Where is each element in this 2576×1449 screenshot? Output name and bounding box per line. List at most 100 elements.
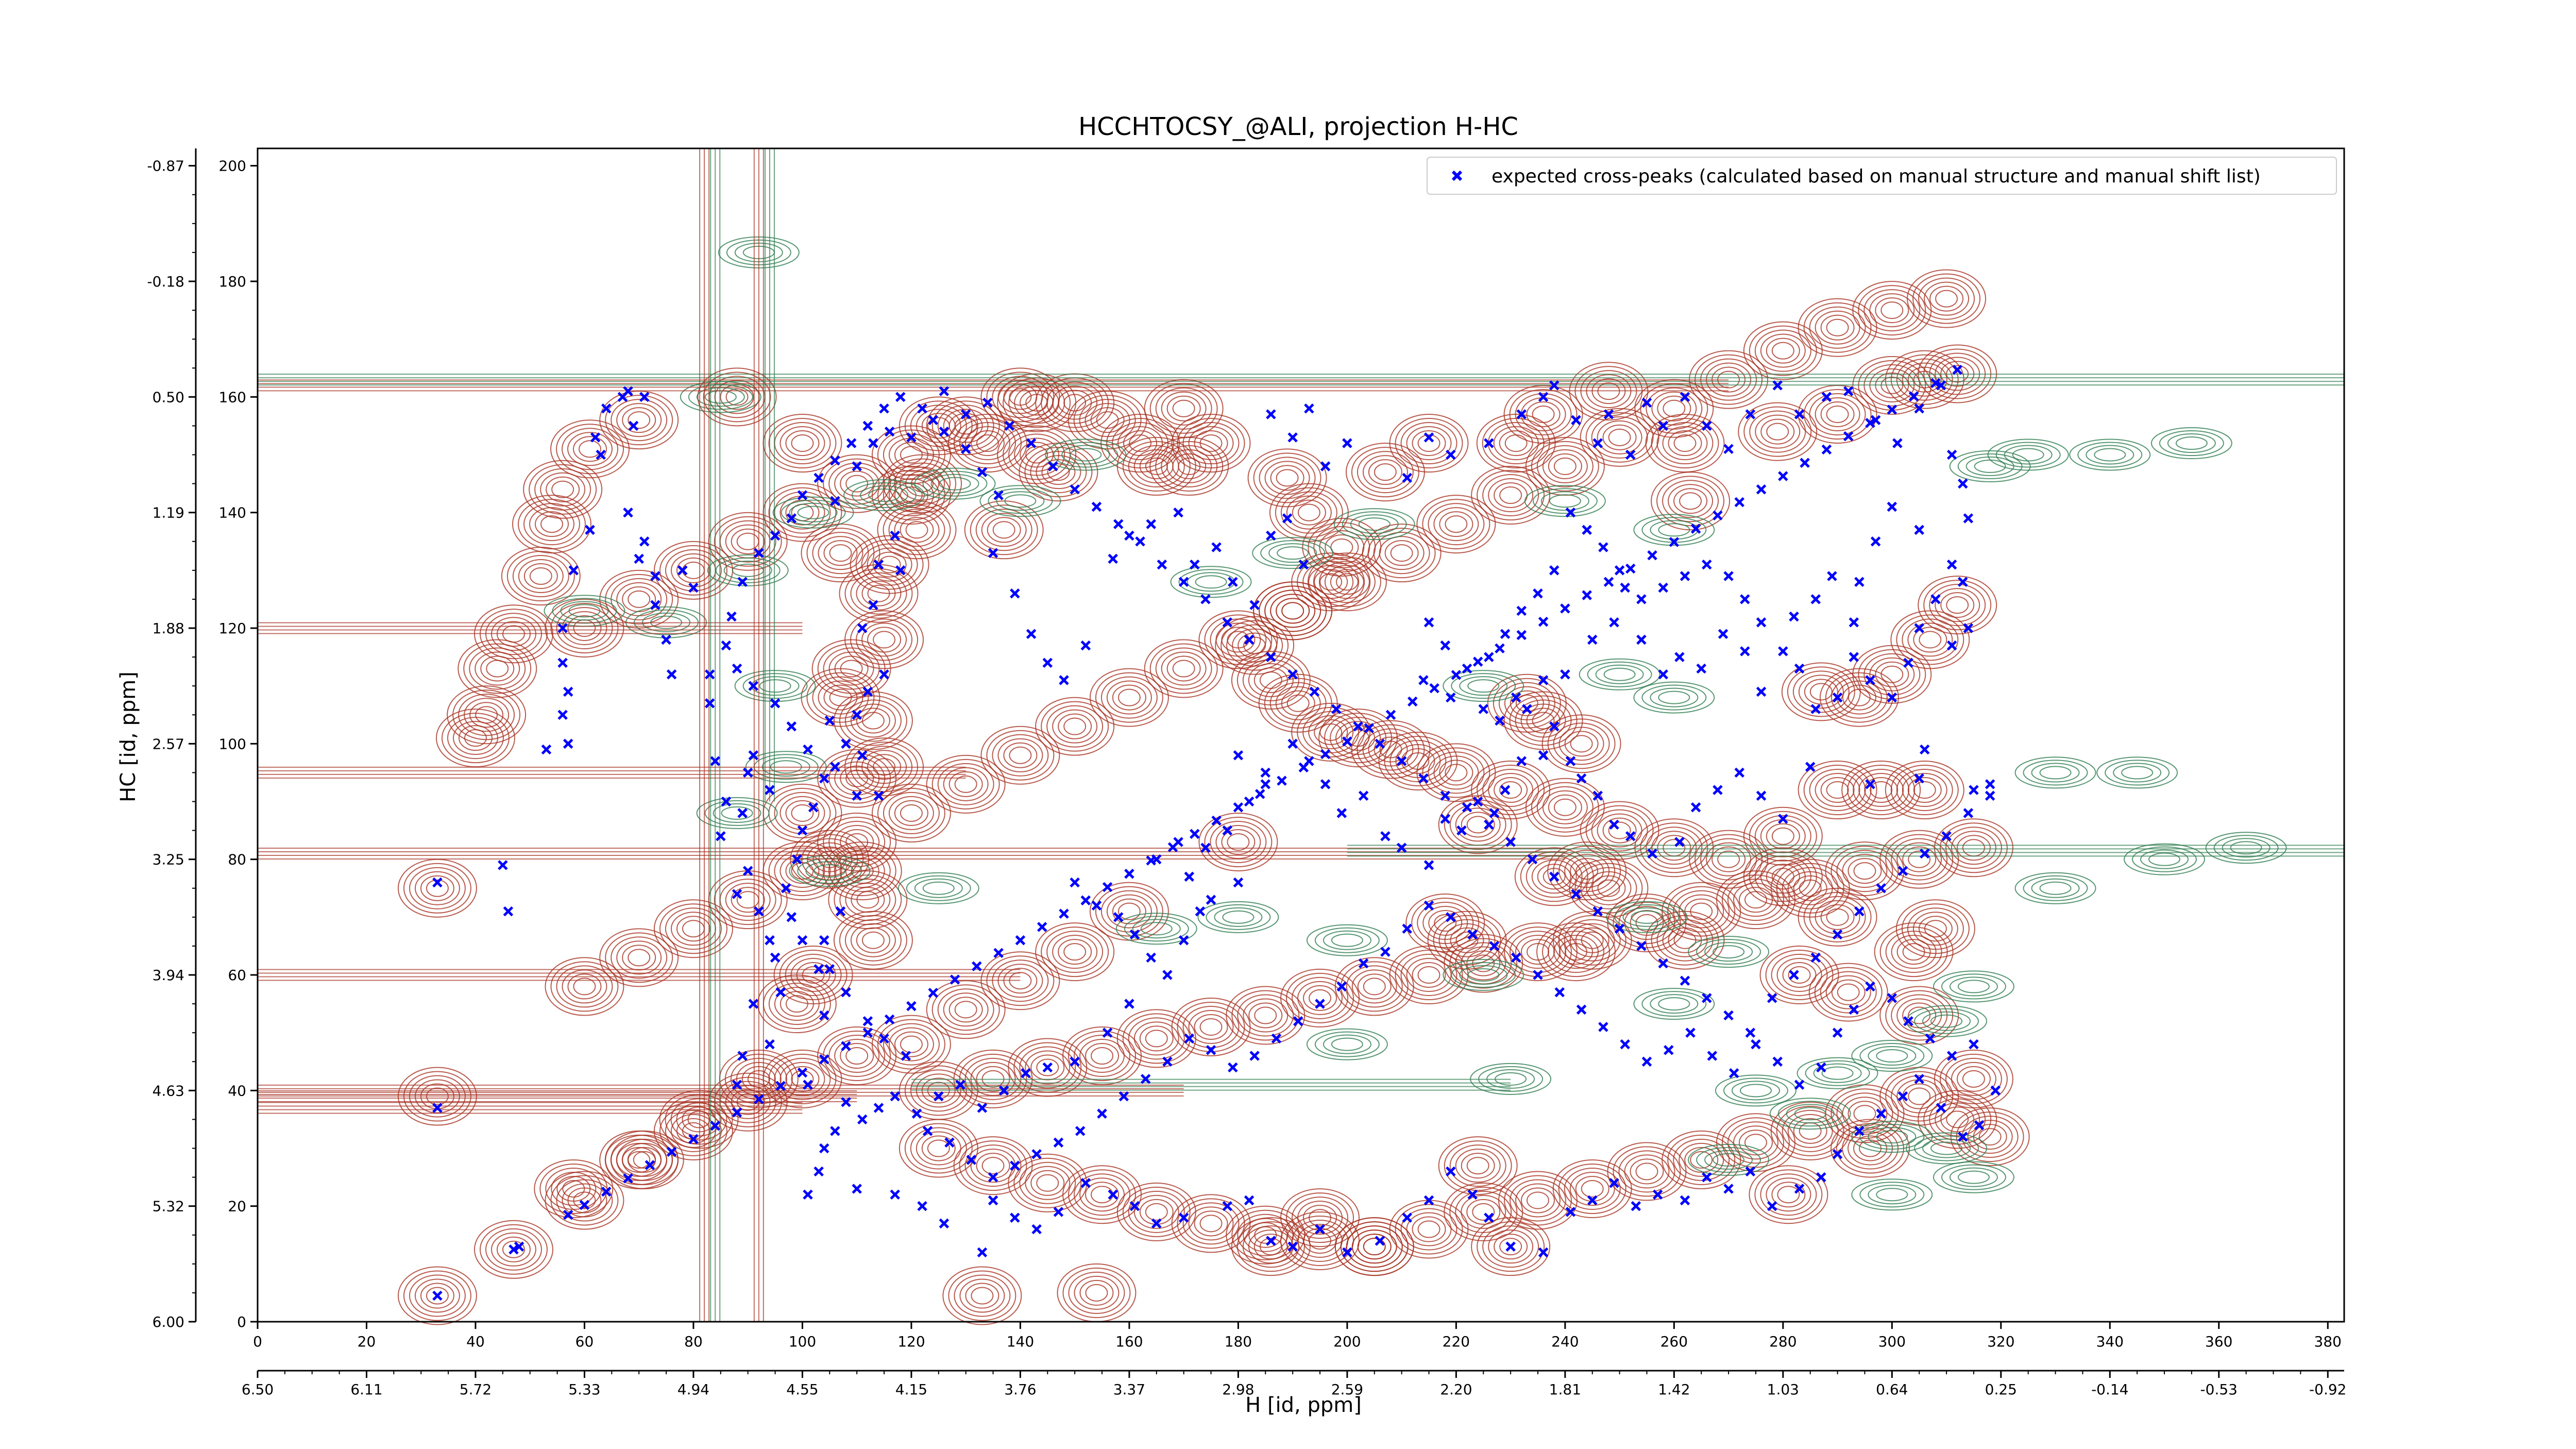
contour-negative-37-3 xyxy=(1206,904,1271,930)
contour-positive-21-3 xyxy=(1912,912,1958,946)
cross-peak-stroke xyxy=(1124,868,1134,879)
y-tick-label: 20 xyxy=(228,1198,246,1215)
cross-peak-point xyxy=(1516,630,1527,641)
cross-peak-point xyxy=(1124,999,1134,1009)
contour-negative-51-2 xyxy=(1949,1167,1998,1187)
contour-positive-171-4 xyxy=(556,965,613,1008)
cross-peak-stroke xyxy=(1925,1033,1936,1044)
cross-peak-stroke xyxy=(1565,756,1576,766)
contour-positive-193-5 xyxy=(1749,325,1817,376)
contour-negative-23-2 xyxy=(2004,445,2053,465)
contour-positive-148-1 xyxy=(1853,1105,1876,1123)
cross-peak-point xyxy=(1140,1074,1151,1084)
cross-peak-point xyxy=(1625,563,1636,574)
contour-positive-31-5 xyxy=(1493,678,1561,729)
cross-peak-point xyxy=(977,1103,988,1113)
contour-positive-166-1 xyxy=(1744,891,1767,909)
cross-peak-stroke xyxy=(1396,843,1407,853)
cross-peak-point xyxy=(1674,652,1685,662)
contour-positive-185-4 xyxy=(1318,561,1376,603)
contour-positive-34-5 xyxy=(1787,666,1855,717)
cross-peak-point xyxy=(928,415,938,425)
contour-positive-91-3 xyxy=(888,478,934,513)
cross-peak-point xyxy=(1396,756,1407,766)
cross-peak-stroke xyxy=(1587,634,1598,645)
cross-peak-point xyxy=(1810,704,1821,714)
contour-positive-75-4 xyxy=(785,953,842,996)
contour-positive-1-5 xyxy=(479,1224,548,1275)
cross-peak-point xyxy=(1745,1166,1756,1177)
contour-positive-38-5 xyxy=(1651,418,1719,469)
cross-peak-stroke xyxy=(797,935,808,946)
cross-peak-stroke xyxy=(1472,656,1483,667)
cross-peak-point xyxy=(1129,929,1140,940)
contour-positive-159-1 xyxy=(1363,978,1386,996)
cross-peak-point xyxy=(1887,405,1897,415)
cross-peak-point xyxy=(1287,669,1298,680)
cross-peak-stroke xyxy=(1636,941,1647,951)
contour-positive-166-5 xyxy=(1721,874,1790,925)
cross-peak-point xyxy=(1920,848,1930,859)
cross-peak-point xyxy=(890,1091,900,1102)
cross-peak-point xyxy=(1124,530,1134,541)
cross-peak-stroke xyxy=(808,802,819,813)
contour-negative-43-1 xyxy=(1930,1014,1963,1028)
cross-peak-point xyxy=(1293,1016,1303,1026)
cross-peak-stroke xyxy=(1304,756,1314,766)
y-ppm-tick-label: 4.63 xyxy=(152,1082,184,1099)
cross-peak-point xyxy=(770,698,781,709)
cross-peak-stroke xyxy=(1277,776,1287,786)
contour-positive-63-5 xyxy=(506,551,575,602)
contour-positive-0-2 xyxy=(420,1283,454,1309)
contour-positive-163-1 xyxy=(1581,931,1604,949)
cross-peak-stroke xyxy=(966,1155,977,1165)
cross-peak-stroke xyxy=(1129,929,1140,940)
cross-peak-point xyxy=(1173,837,1183,847)
contour-positive-143-1 xyxy=(1581,1180,1604,1198)
cross-peak-stroke xyxy=(1151,854,1162,865)
contour-positive-29-5 xyxy=(1547,718,1616,769)
contour-negative-11-1 xyxy=(1713,1153,1745,1167)
contour-negative-27-1 xyxy=(868,488,901,502)
contour-negative-42-1 xyxy=(1876,1049,1908,1063)
contour-positive-179-1 xyxy=(1009,746,1032,764)
cross-peak-stroke xyxy=(1690,524,1701,534)
contour-negative-46-3 xyxy=(1614,904,1680,930)
cross-peak-stroke xyxy=(1707,1051,1718,1061)
cross-peak-stroke xyxy=(650,600,660,610)
contour-positive-36-1 xyxy=(1880,665,1904,683)
cross-peak-point xyxy=(1364,723,1374,733)
contour-positive-32-2 xyxy=(1913,627,1947,653)
contour-positive-90-1 xyxy=(905,521,928,539)
contour-positive-86-4 xyxy=(856,618,913,661)
cross-peak-point xyxy=(1636,634,1647,645)
contour-positive-63-4 xyxy=(512,555,569,598)
cross-peak-point xyxy=(1549,380,1560,391)
contour-positive-15-5 xyxy=(1765,949,1834,1000)
cross-peak-stroke xyxy=(922,1126,933,1136)
cross-peak-point xyxy=(579,1200,590,1210)
cross-peak-stroke xyxy=(890,1091,900,1102)
contour-negative-9-4 xyxy=(1306,1028,1388,1060)
contour-positive-47-5 xyxy=(1509,389,1578,440)
contour-positive-205-4 xyxy=(992,376,1049,418)
cross-peak-point xyxy=(498,860,508,870)
contour-positive-37-1 xyxy=(1679,492,1702,510)
cross-peak-stroke xyxy=(1484,819,1494,830)
contour-negative-27-3 xyxy=(852,482,917,509)
contour-positive-30-2 xyxy=(1526,707,1561,734)
cross-peak-point xyxy=(1734,767,1745,778)
cross-peak-point xyxy=(1260,779,1271,789)
cross-peak-stroke xyxy=(857,623,868,633)
contour-positive-176-2 xyxy=(840,829,874,855)
cross-peak-stroke xyxy=(1304,403,1314,414)
cross-peak-point xyxy=(1053,1207,1064,1217)
cross-peak-point xyxy=(1805,762,1816,772)
contour-negative-12-3 xyxy=(1859,1182,1925,1208)
contour-positive-57-2 xyxy=(785,430,820,457)
contour-positive-26-2 xyxy=(1820,777,1855,803)
x-tick-label: 380 xyxy=(2314,1333,2342,1350)
cross-peak-point xyxy=(557,623,568,633)
cross-peak-stroke xyxy=(1827,571,1837,581)
cross-peak-stroke xyxy=(1549,565,1560,576)
